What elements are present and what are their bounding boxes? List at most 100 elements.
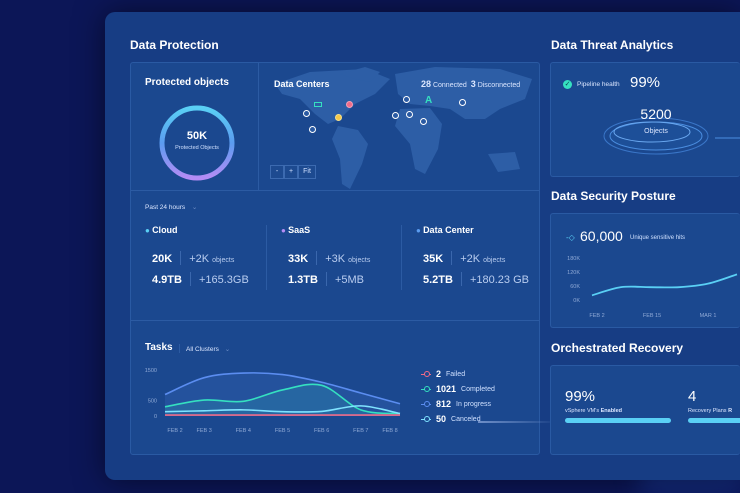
- divider: [258, 63, 259, 190]
- zoom-in-button[interactable]: +: [284, 165, 298, 179]
- datacenter-app-icon[interactable]: A: [425, 95, 433, 106]
- legend-item-in-progress[interactable]: 812 In progress: [421, 399, 491, 409]
- legend-count: 1021: [436, 384, 457, 394]
- source-objects: 35K: [423, 253, 444, 265]
- recovery-label: vSphere VM's Enabled: [565, 408, 623, 414]
- recovery-card: [550, 365, 740, 455]
- legend-item-failed[interactable]: 2 Failed: [421, 369, 465, 379]
- protected-objects-label: Protected Objects: [175, 145, 219, 151]
- dot-icon: ●: [281, 226, 289, 235]
- legend-count: 50: [436, 414, 447, 424]
- series-line-canceled: [164, 405, 401, 415]
- x-tick-label: FEB 6: [314, 428, 329, 434]
- world-map[interactable]: [270, 64, 538, 190]
- y-tick-label: 0: [154, 414, 157, 420]
- cluster-filter-label: All Clusters: [186, 346, 219, 353]
- source-objects-delta: +2K objects: [460, 253, 506, 265]
- source-objects-row: 35K +2K objects: [423, 249, 505, 267]
- source-objects: 20K: [152, 253, 173, 265]
- datacenter-warning-pin[interactable]: [335, 114, 342, 121]
- protected-objects-title: Protected objects: [145, 77, 229, 88]
- cluster-filter-dropdown[interactable]: All Clusters ⌄: [186, 345, 230, 353]
- source-size: 5.2TB: [423, 274, 453, 286]
- datacenter-pin[interactable]: [406, 111, 413, 118]
- legend-item-completed[interactable]: 1021 Completed: [421, 384, 495, 394]
- data-centers-title: Data Centers: [274, 79, 330, 89]
- x-tick-label: FEB 5: [275, 428, 290, 434]
- series-area: [165, 372, 400, 416]
- x-tick-label: FEB 15: [643, 313, 661, 319]
- objects-value: 5200: [640, 106, 672, 122]
- data-protection-card: [130, 62, 540, 455]
- datacenter-pin[interactable]: [303, 110, 310, 117]
- source-name: Data Center: [423, 225, 474, 235]
- divider: [131, 190, 539, 191]
- datacenter-pin[interactable]: [403, 96, 410, 103]
- period-dropdown[interactable]: Past 24 hours ⌄: [145, 203, 197, 211]
- y-tick-label: 1500: [145, 368, 157, 374]
- source-size: 4.9TB: [152, 274, 182, 286]
- datacenter-pin[interactable]: [392, 112, 399, 119]
- source-size-delta: +5MB: [334, 274, 365, 286]
- datacenter-pin[interactable]: [309, 126, 316, 133]
- connector-line: [478, 421, 558, 423]
- tasks-chart: 1500 500 0 FEB 2 FEB 3 FEB 4 FEB 5 FEB 6 FEB 7 FE…: [145, 368, 401, 434]
- legend-marker-icon: [421, 386, 431, 392]
- y-tick-label: 0K: [573, 298, 580, 304]
- series-line-completed: [164, 383, 401, 415]
- zoom-out-button[interactable]: -: [270, 165, 284, 179]
- series-line-in-progress: [164, 372, 401, 405]
- legend-count: 2: [436, 369, 442, 379]
- posture-marker-icon: -◇: [566, 233, 575, 242]
- divider: [131, 320, 539, 321]
- divider: [266, 225, 267, 290]
- fit-button[interactable]: Fit: [298, 165, 316, 179]
- x-tick-label: FEB 2: [167, 428, 182, 434]
- legend-marker-icon: [421, 416, 431, 422]
- legend-count: 812: [436, 399, 452, 409]
- check-icon: ✓: [563, 80, 572, 89]
- posture-card: [550, 213, 740, 328]
- source-size: 1.3TB: [288, 274, 318, 286]
- period-label: Past 24 hours: [145, 204, 186, 211]
- legend-label: Completed: [461, 385, 495, 393]
- source-0-title: ● Cloud: [145, 225, 178, 235]
- legend-label: In progress: [456, 400, 492, 408]
- source-name: SaaS: [288, 225, 311, 235]
- chevron-down-icon: ⌄: [224, 346, 231, 353]
- pipeline-health-label: Pipeline health: [577, 81, 620, 88]
- source-objects: 33K: [288, 253, 309, 265]
- source-objects-delta: +2K objects: [189, 253, 235, 265]
- x-tick-label: MAR 1: [700, 313, 717, 319]
- datacenter-pin[interactable]: [459, 99, 466, 106]
- donut-ring: [159, 105, 235, 181]
- datacenter-alert-pin[interactable]: [346, 101, 353, 108]
- objects-label: Objects: [644, 128, 668, 135]
- disconnected-count: 3: [470, 79, 476, 89]
- legend-item-canceled[interactable]: 50 Canceled: [421, 414, 481, 424]
- posture-value: 60,000: [580, 228, 623, 244]
- recovery-title: Orchestrated Recovery: [551, 341, 684, 355]
- x-tick-label: FEB 4: [236, 428, 251, 434]
- source-size-delta: +180.23 GB: [469, 274, 529, 286]
- disconnected-label: Disconnected: [477, 82, 521, 89]
- x-tick-label: FEB 3: [197, 428, 212, 434]
- threat-card: [550, 62, 740, 177]
- legend-marker-icon: [421, 401, 431, 407]
- source-size-row: 4.9TB +165.3GB: [152, 270, 249, 288]
- source-objects-delta: +3K objects: [325, 253, 371, 265]
- posture-title: Data Security Posture: [551, 189, 676, 203]
- source-size-row: 1.3TB +5MB: [288, 270, 364, 288]
- tasks-title: Tasks: [145, 342, 173, 353]
- protected-objects-donut: [159, 105, 235, 181]
- legend-label: Failed: [446, 370, 466, 378]
- datacenter-pin[interactable]: [420, 118, 427, 125]
- connection-summary: 28 Connected 3 Disconnected: [421, 79, 520, 89]
- source-size-delta: +165.3GB: [198, 274, 249, 286]
- data-protection-title: Data Protection: [130, 38, 219, 52]
- posture-series-line: [591, 273, 738, 297]
- y-tick-label: 120K: [567, 270, 580, 276]
- source-2-title: ● Data Center: [416, 225, 474, 235]
- legend-label: Canceled: [451, 415, 481, 423]
- datacenter-cloud-icon[interactable]: [314, 102, 322, 107]
